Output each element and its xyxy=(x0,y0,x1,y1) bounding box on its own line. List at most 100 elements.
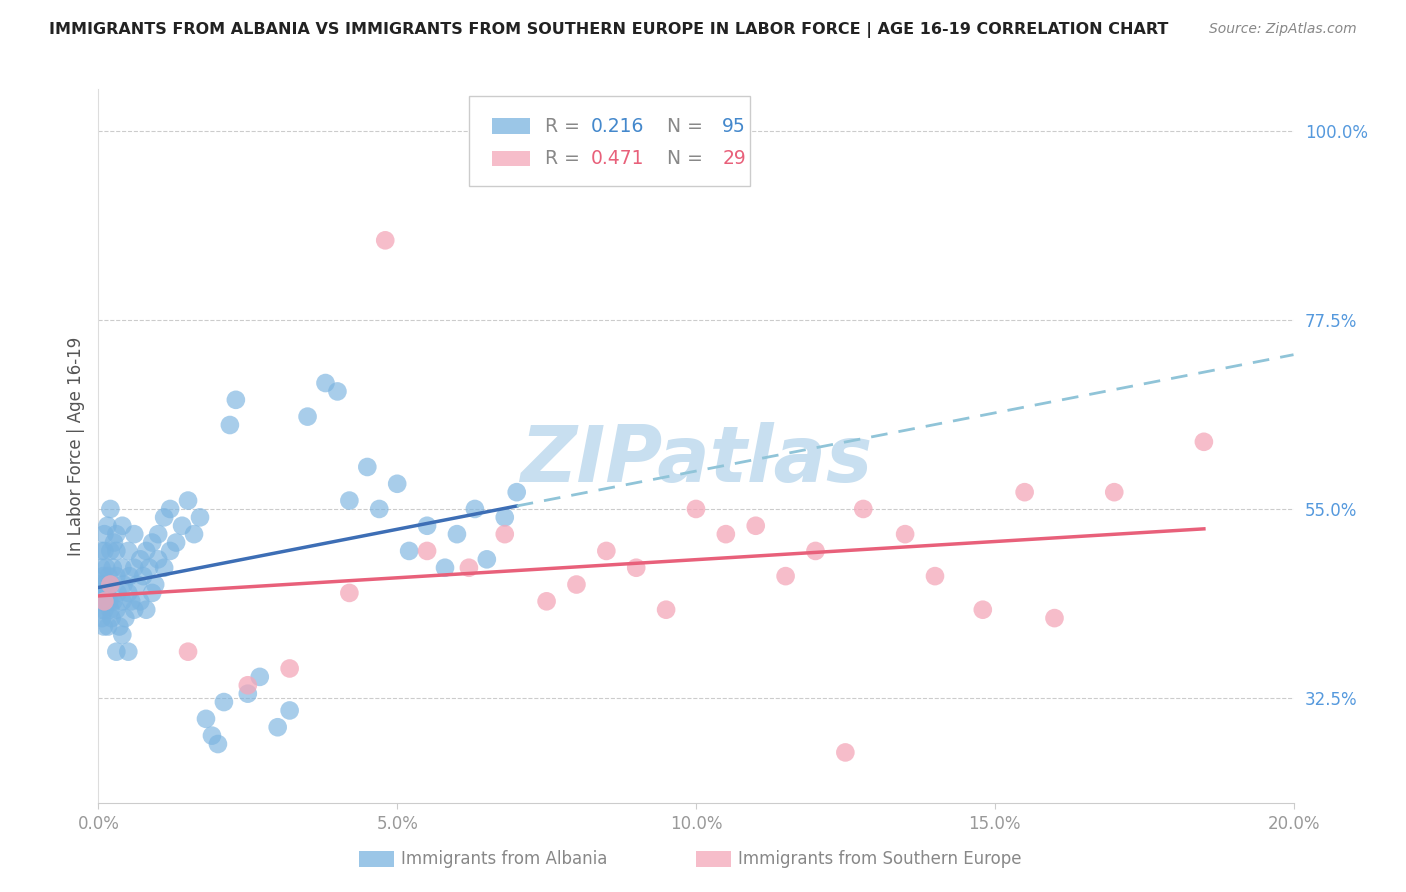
Text: Source: ZipAtlas.com: Source: ZipAtlas.com xyxy=(1209,22,1357,37)
Point xyxy=(177,645,200,659)
Point xyxy=(103,594,125,608)
Point xyxy=(111,594,134,608)
Point xyxy=(714,527,737,541)
Point xyxy=(111,628,134,642)
Point xyxy=(278,661,301,675)
Text: 0.216: 0.216 xyxy=(591,117,644,136)
Point xyxy=(100,611,122,625)
Point xyxy=(124,527,146,541)
Point xyxy=(464,502,486,516)
Point xyxy=(195,712,218,726)
Point xyxy=(685,502,707,516)
Point xyxy=(278,703,301,717)
Point xyxy=(172,518,194,533)
Point xyxy=(148,552,170,566)
Text: IMMIGRANTS FROM ALBANIA VS IMMIGRANTS FROM SOUTHERN EUROPE IN LABOR FORCE | AGE : IMMIGRANTS FROM ALBANIA VS IMMIGRANTS FR… xyxy=(49,22,1168,38)
Point xyxy=(177,493,200,508)
Point xyxy=(236,687,259,701)
Point xyxy=(124,603,146,617)
Point xyxy=(1104,485,1126,500)
Text: Immigrants from Southern Europe: Immigrants from Southern Europe xyxy=(738,850,1022,868)
Point xyxy=(93,544,115,558)
Point xyxy=(90,603,112,617)
Point xyxy=(368,502,391,516)
Point xyxy=(96,586,118,600)
Point xyxy=(91,611,114,625)
Point xyxy=(105,603,128,617)
Point xyxy=(94,594,117,608)
Point xyxy=(103,535,125,549)
Point xyxy=(90,544,112,558)
Point xyxy=(458,560,481,574)
Point xyxy=(834,746,856,760)
Point xyxy=(236,678,259,692)
Point xyxy=(626,560,648,574)
Point xyxy=(98,544,122,558)
Point xyxy=(117,586,139,600)
Point xyxy=(398,544,420,558)
Point xyxy=(315,376,337,390)
Point xyxy=(775,569,797,583)
Point xyxy=(1014,485,1036,500)
Point xyxy=(339,493,361,508)
Point xyxy=(385,476,409,491)
Point xyxy=(93,619,115,633)
Point xyxy=(117,544,139,558)
Point xyxy=(129,594,152,608)
Point xyxy=(207,737,229,751)
Point xyxy=(536,594,558,608)
Point xyxy=(135,544,157,558)
Text: 29: 29 xyxy=(723,149,747,168)
Point xyxy=(111,518,134,533)
Point xyxy=(326,384,349,399)
Point xyxy=(108,619,131,633)
Point xyxy=(183,527,205,541)
Point xyxy=(101,560,124,574)
Point xyxy=(374,233,396,247)
Point xyxy=(105,544,128,558)
Point xyxy=(1043,611,1066,625)
Point xyxy=(494,510,516,524)
Point xyxy=(98,577,122,591)
Text: 95: 95 xyxy=(723,117,747,136)
Point xyxy=(475,552,498,566)
Point xyxy=(117,645,139,659)
Point xyxy=(98,594,121,608)
Point xyxy=(924,569,946,583)
Point xyxy=(249,670,271,684)
Text: ZIPatlas: ZIPatlas xyxy=(520,422,872,499)
Point xyxy=(93,527,115,541)
Point xyxy=(159,502,181,516)
Point xyxy=(852,502,875,516)
Point xyxy=(494,527,516,541)
Point xyxy=(446,527,468,541)
Point xyxy=(212,695,235,709)
Point xyxy=(93,577,115,591)
Text: 0.471: 0.471 xyxy=(591,149,644,168)
Text: R =: R = xyxy=(546,149,586,168)
Point xyxy=(201,729,224,743)
Point xyxy=(894,527,917,541)
Point xyxy=(107,586,129,600)
Point xyxy=(112,577,135,591)
Point xyxy=(93,594,115,608)
Point xyxy=(135,603,157,617)
Bar xyxy=(492,119,530,134)
Point xyxy=(565,577,588,591)
Point xyxy=(416,544,439,558)
Point xyxy=(98,502,122,516)
Point xyxy=(97,569,120,583)
Point xyxy=(105,645,128,659)
Point xyxy=(98,577,122,591)
Point xyxy=(225,392,247,407)
Point xyxy=(129,552,152,566)
Point xyxy=(804,544,827,558)
Point xyxy=(339,586,361,600)
Point xyxy=(120,594,142,608)
Point xyxy=(219,417,242,432)
Point xyxy=(153,560,176,574)
Point xyxy=(97,619,120,633)
Point xyxy=(356,460,378,475)
Point xyxy=(267,720,290,734)
Bar xyxy=(492,151,530,166)
